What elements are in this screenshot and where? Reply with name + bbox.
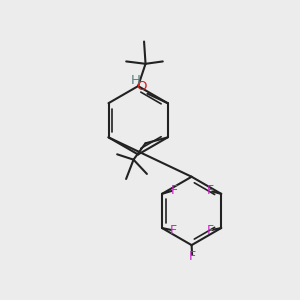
- Text: F: F: [189, 250, 196, 263]
- Text: H: H: [131, 74, 141, 87]
- Text: F: F: [170, 224, 177, 237]
- Text: F: F: [206, 224, 214, 237]
- Text: O: O: [136, 80, 147, 93]
- Text: F: F: [206, 184, 214, 197]
- Text: F: F: [170, 184, 178, 197]
